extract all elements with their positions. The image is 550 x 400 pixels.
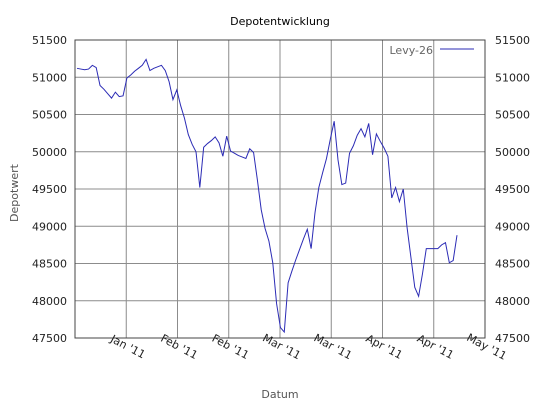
y-tick-label: 51000	[32, 71, 67, 84]
y-tick-label-right: 47500	[495, 332, 530, 345]
y-axis-label: Depotwert	[8, 163, 21, 222]
x-axis-label: Datum	[261, 388, 298, 400]
y-tick-label-right: 49500	[495, 183, 530, 196]
y-tick-label-right: 51000	[495, 71, 530, 84]
y-tick-label: 49500	[32, 183, 67, 196]
x-tick-label: Mar '11	[260, 331, 303, 362]
x-axis: Jan '11 Feb '11 Feb '11 Mar '11 Mar '11 Apr '…	[107, 331, 508, 363]
legend-label: Levy-26	[390, 44, 434, 57]
chart-title: Depotentwicklung	[230, 15, 330, 28]
x-tick-label: Feb '11	[158, 332, 199, 362]
y-tick-label-right: 48500	[495, 258, 530, 271]
y-tick-label-right: 50500	[495, 109, 530, 122]
y-axis-right: 47500 48000 48500 49000 49500 50000 50500 51000…	[495, 34, 530, 345]
plot-frame	[74, 39, 486, 339]
legend: Levy-26	[390, 44, 474, 57]
y-tick-label: 50500	[32, 109, 67, 122]
y-tick-label: 47500	[32, 332, 67, 345]
series-line-levy-26	[76, 58, 458, 334]
y-tick-label-right: 48000	[495, 295, 530, 308]
x-tick-label: Apr '11	[364, 332, 405, 362]
y-tick-label: 48500	[32, 258, 67, 271]
y-tick-label: 50000	[32, 146, 67, 159]
y-tick-label-right: 50000	[495, 146, 530, 159]
y-tick-label: 49000	[32, 220, 67, 233]
grid	[75, 40, 485, 338]
y-tick-label: 51500	[32, 34, 67, 47]
y-axis-left: 47500 48000 48500 49000 49500 50000 50500 51000…	[32, 34, 67, 345]
x-tick-label: Feb '11	[210, 332, 251, 362]
x-tick-label: Mar '11	[312, 331, 355, 362]
x-tick-label: Jan '11	[107, 332, 147, 362]
x-tick-label: Apr '11	[415, 332, 456, 362]
y-tick-label-right: 51500	[495, 34, 530, 47]
y-tick-label: 48000	[32, 295, 67, 308]
y-tick-label-right: 49000	[495, 220, 530, 233]
